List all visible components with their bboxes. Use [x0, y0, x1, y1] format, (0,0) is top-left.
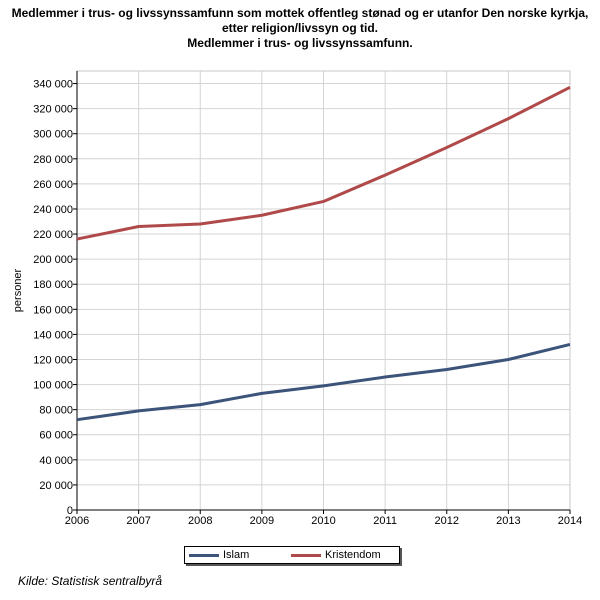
series-line-kristendom	[76, 85, 571, 241]
x-tick-label: 2007	[126, 515, 150, 527]
y-tick-label: 20 000	[39, 480, 73, 492]
y-tick-label: 160 000	[33, 304, 73, 316]
tick-labels: 0 20 000 40 000 60 000 80 000 100 000 120 000 1…	[33, 79, 582, 527]
x-tick-label: 2010	[311, 515, 335, 527]
legend-item-kristendom: Kristendom	[291, 547, 381, 563]
x-tick-label: 2006	[65, 515, 89, 527]
y-tick-label: 300 000	[33, 129, 73, 141]
x-tick-label: 2009	[250, 515, 274, 527]
chart-title-line-1: Medlemmer i trus- og livssynssamfunn som…	[11, 6, 589, 20]
y-tick-label: 80 000	[39, 405, 73, 417]
y-tick-label: 180 000	[33, 279, 73, 291]
legend: Islam Kristendom	[184, 546, 400, 564]
y-tick-label: 60 000	[39, 430, 73, 442]
y-tick-label: 200 000	[33, 254, 73, 266]
legend-label-kristendom: Kristendom	[325, 549, 381, 561]
series-line-islam	[76, 342, 571, 422]
y-tick-label: 0	[67, 505, 73, 517]
x-tick-label: 2012	[435, 515, 459, 527]
legend-swatch-islam	[189, 553, 219, 557]
y-tick-label: 100 000	[33, 380, 73, 392]
y-tick-label: 320 000	[33, 104, 73, 116]
legend-swatch-kristendom	[291, 553, 321, 557]
legend-label-islam: Islam	[223, 549, 250, 561]
chart-title: Medlemmer i trus- og livssynssamfunn som…	[0, 6, 600, 51]
legend-item-islam: Islam	[189, 547, 249, 563]
axes	[73, 71, 571, 514]
chart-title-line-3: Medlemmer i trus- og livssynssamfunn.	[187, 36, 413, 50]
y-tick-label: 140 000	[33, 329, 73, 341]
source-note: Kilde: Statistisk sentralbyrå	[18, 574, 163, 588]
y-axis-label: personer	[12, 268, 24, 312]
x-tick-label: 2014	[558, 515, 582, 527]
y-tick-label: 240 000	[33, 204, 73, 216]
grid-lines	[77, 71, 570, 510]
x-tick-label: 2011	[373, 515, 397, 527]
chart-title-line-2: etter religion/livssyn og tid.	[221, 21, 379, 35]
y-tick-label: 40 000	[39, 455, 73, 467]
y-tick-label: 280 000	[33, 154, 73, 166]
y-tick-label: 340 000	[33, 79, 73, 91]
y-tick-label: 220 000	[33, 229, 73, 241]
y-tick-label: 120 000	[33, 354, 73, 366]
x-tick-label: 2013	[496, 515, 520, 527]
x-tick-label: 2008	[188, 515, 212, 527]
series-lines	[76, 85, 571, 422]
y-tick-label: 260 000	[33, 179, 73, 191]
